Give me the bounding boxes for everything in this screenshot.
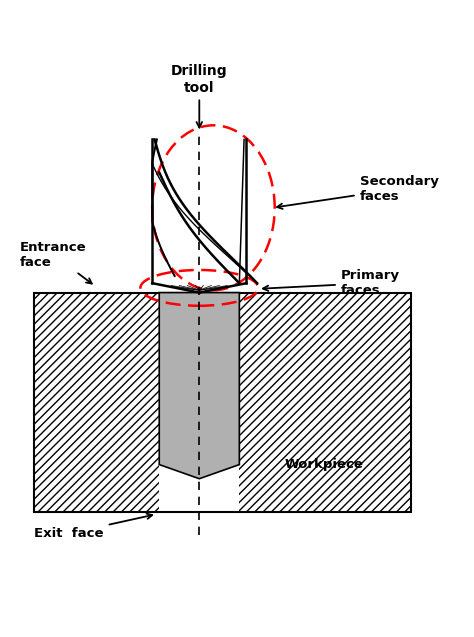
Polygon shape — [239, 292, 411, 512]
Text: Workpiece: Workpiece — [284, 458, 363, 471]
Polygon shape — [35, 292, 159, 512]
Text: Exit  face: Exit face — [35, 513, 152, 540]
Text: Secondary
faces: Secondary faces — [277, 175, 438, 209]
Polygon shape — [159, 292, 239, 479]
Text: Primary
faces: Primary faces — [263, 269, 400, 297]
Text: Drilling
tool: Drilling tool — [171, 64, 228, 127]
Bar — [35, 292, 411, 512]
Text: Entrance
face: Entrance face — [20, 241, 92, 283]
